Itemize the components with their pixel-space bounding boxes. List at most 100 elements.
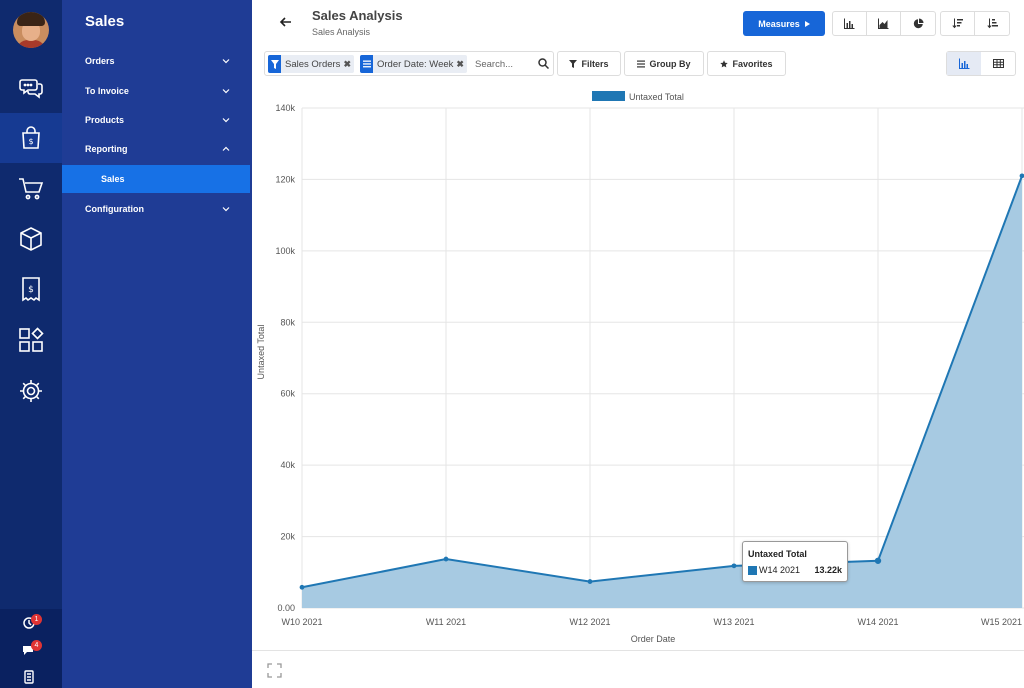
y-tick-label: 40k	[280, 460, 295, 470]
chevron-down-icon	[222, 59, 230, 64]
series-line	[301, 175, 1023, 589]
favorites-label: Favorites	[732, 58, 773, 69]
tooltip-value: 13.22k	[814, 565, 842, 575]
group-facet[interactable]: Order Date: Week ✖	[360, 55, 467, 73]
pivot-view-button[interactable]	[981, 52, 1015, 75]
facet-value: Sales Orders	[285, 58, 341, 70]
menu-item-label: Products	[85, 115, 125, 125]
measures-label: Measures	[758, 18, 800, 29]
y-tick-label: 120k	[275, 174, 295, 184]
menu-item-label: Reporting	[85, 144, 128, 154]
chart-svg: 0.00 20k 40k 60k 80k 100k 120k 140k W10 2021 W11 …	[256, 91, 1024, 644]
menu-item-label: Orders	[85, 56, 115, 66]
sort-descending-icon	[952, 18, 963, 29]
messages-badge: 4	[31, 640, 42, 651]
breadcrumb: Sales Analysis	[312, 27, 371, 37]
search-icon[interactable]	[538, 58, 549, 69]
avatar[interactable]	[13, 12, 49, 48]
remove-facet-icon[interactable]: ✖	[343, 58, 351, 69]
svg-text:$: $	[28, 137, 33, 146]
measures-button[interactable]: Measures	[743, 11, 825, 36]
sales-chart: 0.00 20k 40k 60k 80k 100k 120k 140k W10 2021 W11 …	[252, 84, 1024, 650]
bar-chart-icon	[844, 18, 855, 29]
chat-icon[interactable]	[0, 62, 62, 112]
y-tick-label: 0.00	[277, 603, 295, 613]
page-title: Sales Analysis	[312, 8, 403, 23]
rail-footer: 1 4	[0, 609, 62, 688]
x-tick-label: W15 2021	[981, 617, 1022, 627]
svg-text:$: $	[28, 285, 34, 295]
cart-icon[interactable]	[0, 164, 62, 214]
menu-item-label: Configuration	[85, 204, 144, 214]
bar-chart-button[interactable]	[833, 12, 867, 35]
search-input[interactable]	[475, 56, 537, 72]
x-tick-label: W10 2021	[281, 617, 322, 627]
filters-button[interactable]: Filters	[557, 51, 621, 76]
y-tick-label: 20k	[280, 532, 295, 542]
box-icon[interactable]	[0, 214, 62, 264]
data-point	[299, 584, 305, 590]
menu-item-label: To Invoice	[85, 86, 129, 96]
pie-chart-button[interactable]	[901, 12, 935, 35]
chevron-down-icon	[222, 89, 230, 94]
pie-chart-icon	[913, 18, 923, 29]
menu-item-reporting[interactable]: Reporting	[62, 135, 252, 163]
remove-facet-icon[interactable]: ✖	[456, 58, 464, 69]
menu-item-configuration[interactable]: Configuration	[62, 195, 252, 223]
x-tick-label: W11 2021	[426, 617, 466, 627]
messages-icon[interactable]	[22, 643, 36, 657]
menu-item-label: Sales	[101, 174, 125, 184]
menu-item-sales[interactable]: Sales	[62, 165, 250, 193]
table-icon	[992, 59, 1004, 68]
search-bar[interactable]: Sales Orders ✖ Order Date: Week ✖	[264, 51, 554, 76]
filter-facet[interactable]: Sales Orders ✖	[268, 55, 354, 73]
tooltip-swatch	[748, 566, 757, 575]
app-rail: $ $ 1 4	[0, 0, 62, 688]
y-axis-title: Untaxed Total	[256, 325, 266, 380]
data-point	[874, 557, 882, 564]
x-tick-label: W13 2021	[713, 617, 754, 627]
bar-chart-icon	[958, 58, 969, 69]
favorites-button[interactable]: Favorites	[707, 51, 786, 76]
x-axis-title: Order Date	[631, 634, 676, 644]
apps-icon[interactable]	[0, 315, 62, 365]
star-icon	[720, 59, 729, 67]
expand-icon[interactable]	[267, 663, 282, 678]
area-chart-icon	[878, 18, 889, 29]
activity-badge: 1	[31, 614, 42, 625]
y-tick-label: 100k	[275, 246, 295, 256]
sort-descending-button[interactable]	[941, 12, 975, 35]
sort-ascending-icon	[986, 18, 998, 29]
filter-icon	[569, 59, 578, 68]
main-content: Sales Analysis Sales Analysis Measures S…	[252, 0, 1024, 688]
shopping-bag-icon[interactable]: $	[0, 113, 62, 163]
group-by-button[interactable]: Group By	[624, 51, 704, 76]
settings-icon[interactable]	[0, 366, 62, 416]
x-tick-label: W14 2021	[857, 617, 898, 627]
data-point	[1019, 173, 1024, 179]
facet-value: Order Date: Week	[377, 58, 454, 70]
tooltip-label: W14 2021	[759, 565, 801, 575]
y-tick-label: 60k	[280, 389, 295, 399]
menu-item-products[interactable]: Products	[62, 106, 252, 134]
view-switcher	[946, 51, 1016, 76]
receipt-icon[interactable]: $	[0, 264, 62, 314]
list-icon	[637, 60, 646, 67]
phone-icon[interactable]	[22, 670, 36, 684]
y-tick-label: 80k	[280, 317, 295, 327]
tooltip-title: Untaxed Total	[748, 549, 807, 559]
footer-bar	[252, 650, 1024, 688]
series-area	[302, 175, 1022, 608]
group-by-label: Group By	[649, 58, 691, 69]
data-point	[731, 563, 737, 569]
graph-view-button[interactable]	[947, 52, 981, 75]
back-arrow-icon[interactable]	[278, 14, 294, 30]
x-tick-label: W12 2021	[569, 617, 610, 627]
group-icon	[360, 55, 373, 73]
menu-item-orders[interactable]: Orders	[62, 47, 252, 75]
chevron-down-icon	[222, 118, 230, 123]
legend-label: Untaxed Total	[629, 92, 684, 102]
menu-item-to-invoice[interactable]: To Invoice	[62, 77, 252, 105]
line-chart-button[interactable]	[867, 12, 901, 35]
sort-ascending-button[interactable]	[975, 12, 1009, 35]
